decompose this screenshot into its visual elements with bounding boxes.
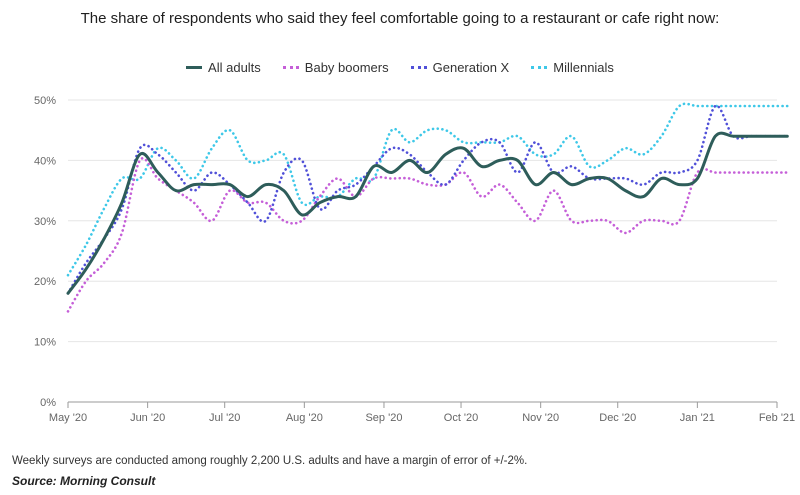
x-tick-label: Nov '20 — [522, 412, 559, 424]
y-tick-label: 40% — [34, 155, 56, 167]
y-tick-label: 0% — [40, 397, 56, 409]
legend-item-generation-x[interactable]: Generation X — [410, 60, 510, 75]
legend-item-all-adults[interactable]: All adults — [186, 60, 261, 75]
series-line-all-adults — [66, 131, 789, 295]
x-tick-label: Jan '21 — [680, 412, 715, 424]
x-tick-label: Dec '20 — [599, 412, 636, 424]
legend-swatch-millennials — [531, 66, 548, 69]
legend-item-millennials[interactable]: Millennials — [531, 60, 614, 75]
legend-swatch-baby-boomers — [282, 66, 299, 69]
x-tick-label: Sep '20 — [365, 412, 402, 424]
legend-swatch-generation-x — [410, 66, 427, 69]
y-tick-label: 20% — [34, 276, 56, 288]
legend-label-baby-boomers: Baby boomers — [304, 60, 389, 75]
legend-item-baby-boomers[interactable]: Baby boomers — [282, 60, 389, 75]
legend-label-all-adults: All adults — [208, 60, 261, 75]
series-line-baby-boomers — [66, 157, 789, 313]
y-tick-label: 10% — [34, 337, 56, 349]
x-tick-label: Jul '20 — [209, 412, 240, 424]
footnote: Weekly surveys are conducted among rough… — [12, 455, 528, 467]
legend: All adults Baby boomers Generation X Mil… — [0, 60, 800, 75]
legend-label-generation-x: Generation X — [432, 60, 510, 75]
x-tick-label: May '20 — [49, 412, 87, 424]
chart-title: The share of respondents who said they f… — [80, 10, 720, 27]
legend-swatch-all-adults — [186, 66, 203, 69]
legend-label-millennials: Millennials — [553, 60, 614, 75]
source-credit: Source: Morning Consult — [12, 474, 156, 488]
y-tick-label: 50% — [34, 95, 56, 107]
y-tick-label: 30% — [34, 216, 56, 228]
series-line-generation-x — [66, 104, 789, 295]
x-tick-label: Feb '21 — [759, 412, 795, 424]
x-tick-label: Jun '20 — [130, 412, 165, 424]
x-tick-label: Aug '20 — [286, 412, 323, 424]
x-tick-label: Oct '20 — [444, 412, 479, 424]
